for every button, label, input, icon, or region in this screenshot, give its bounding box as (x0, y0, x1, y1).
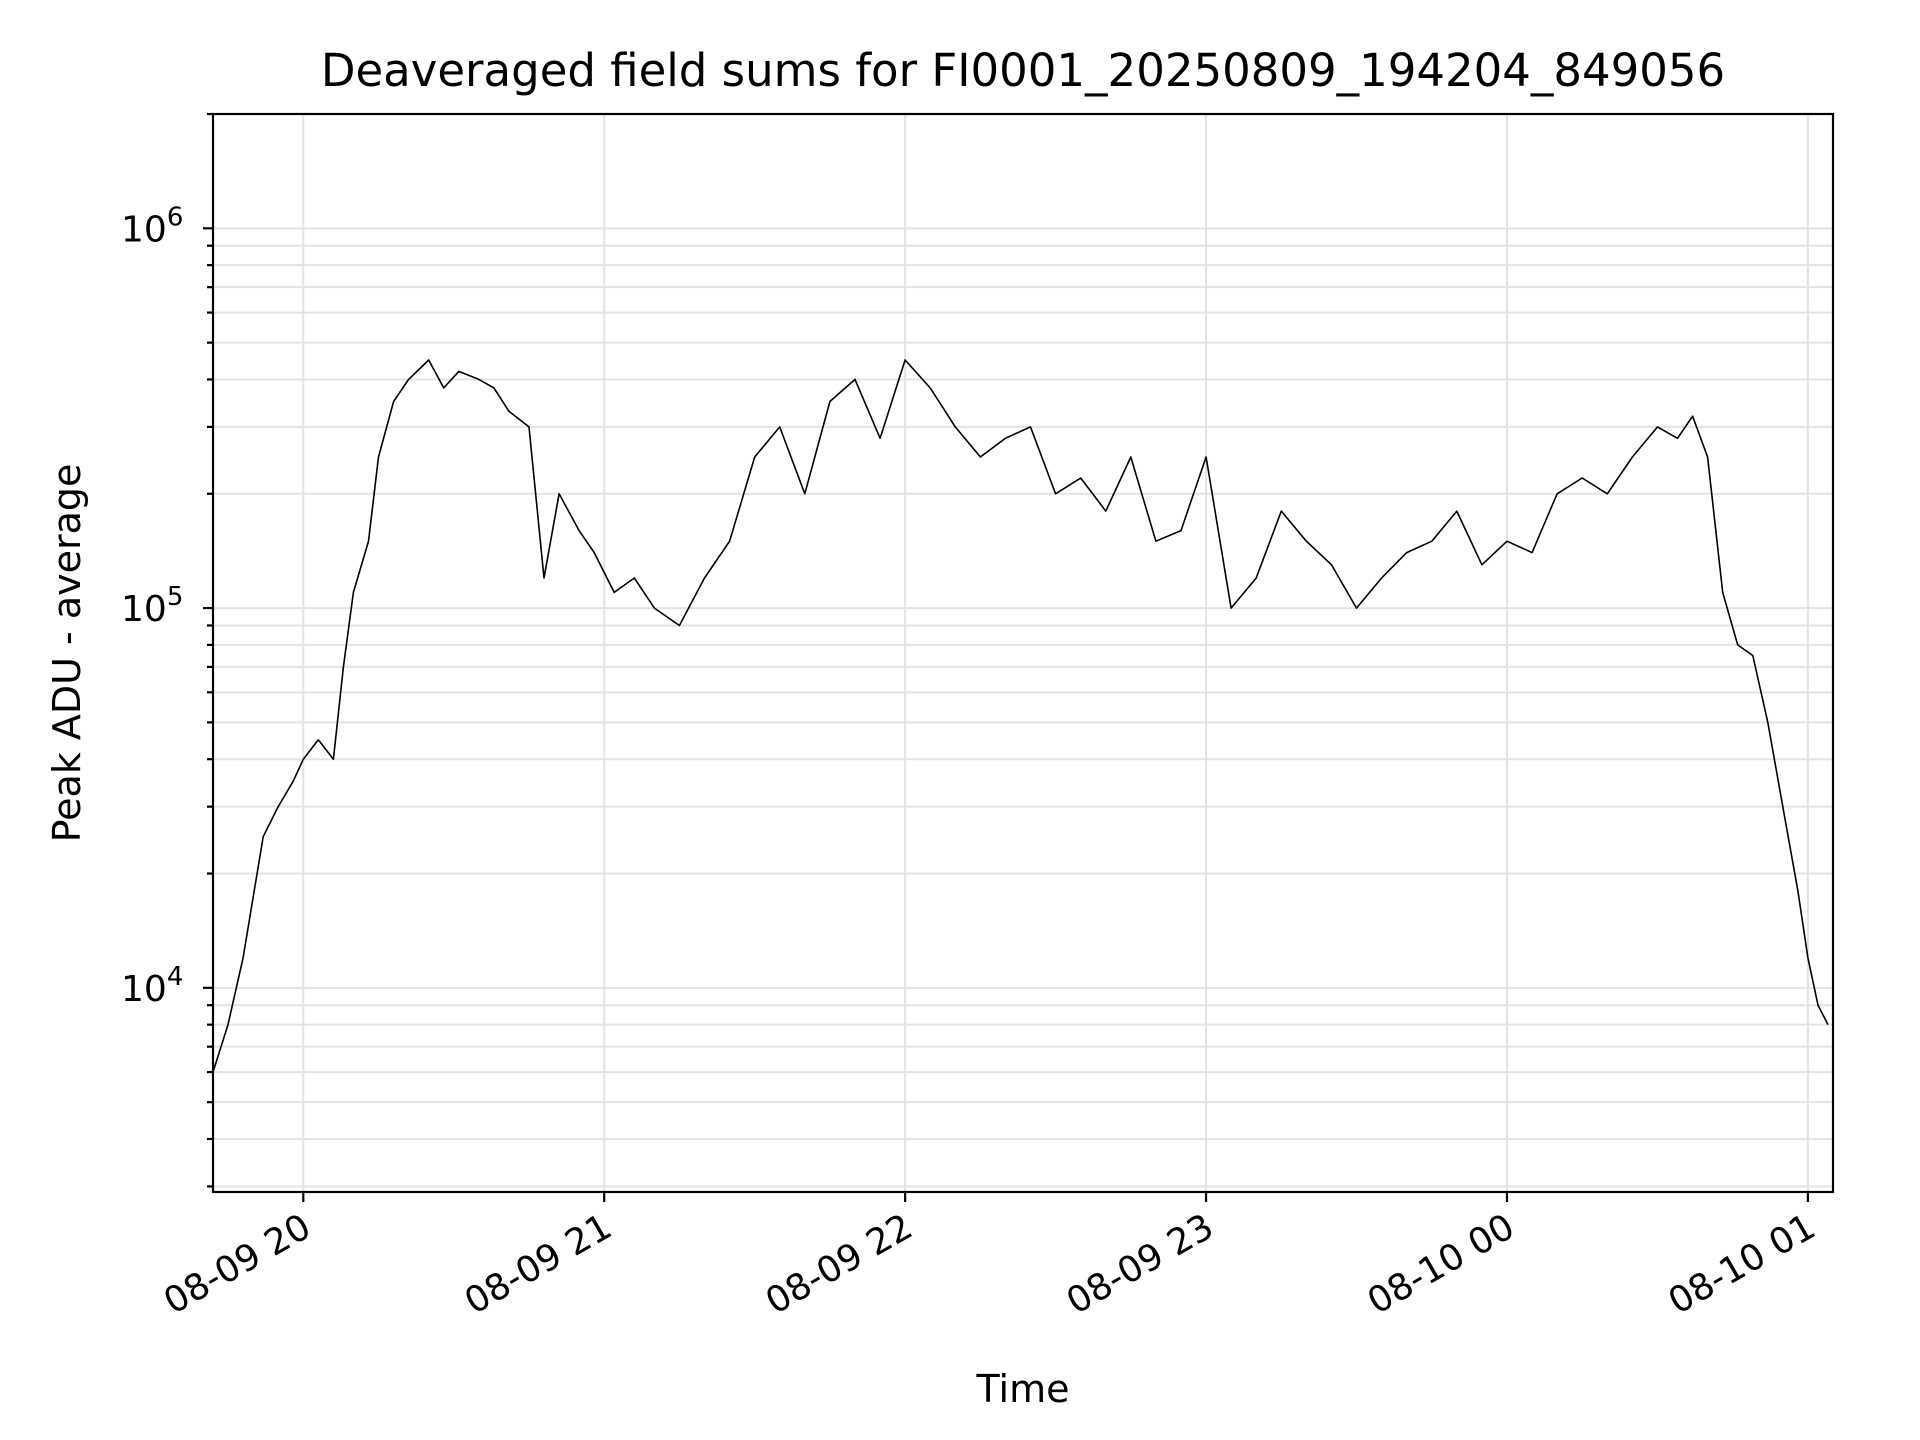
chart-title: Deaveraged field sums for FI0001_2025080… (321, 44, 1725, 97)
series-line (212, 359, 1829, 1073)
x-axis-label: Time (976, 1367, 1070, 1411)
y-axis: 104 105 106 (121, 112, 213, 1188)
y-axis-label: Peak ADU - average (45, 464, 89, 843)
y-tick-label: 104 (121, 962, 183, 1010)
series-layer (212, 359, 1829, 1073)
y-tick-label: 105 (121, 582, 183, 630)
y-tick-label: 106 (121, 202, 183, 250)
grid (213, 113, 1833, 1192)
plot-frame (211, 112, 1835, 1194)
